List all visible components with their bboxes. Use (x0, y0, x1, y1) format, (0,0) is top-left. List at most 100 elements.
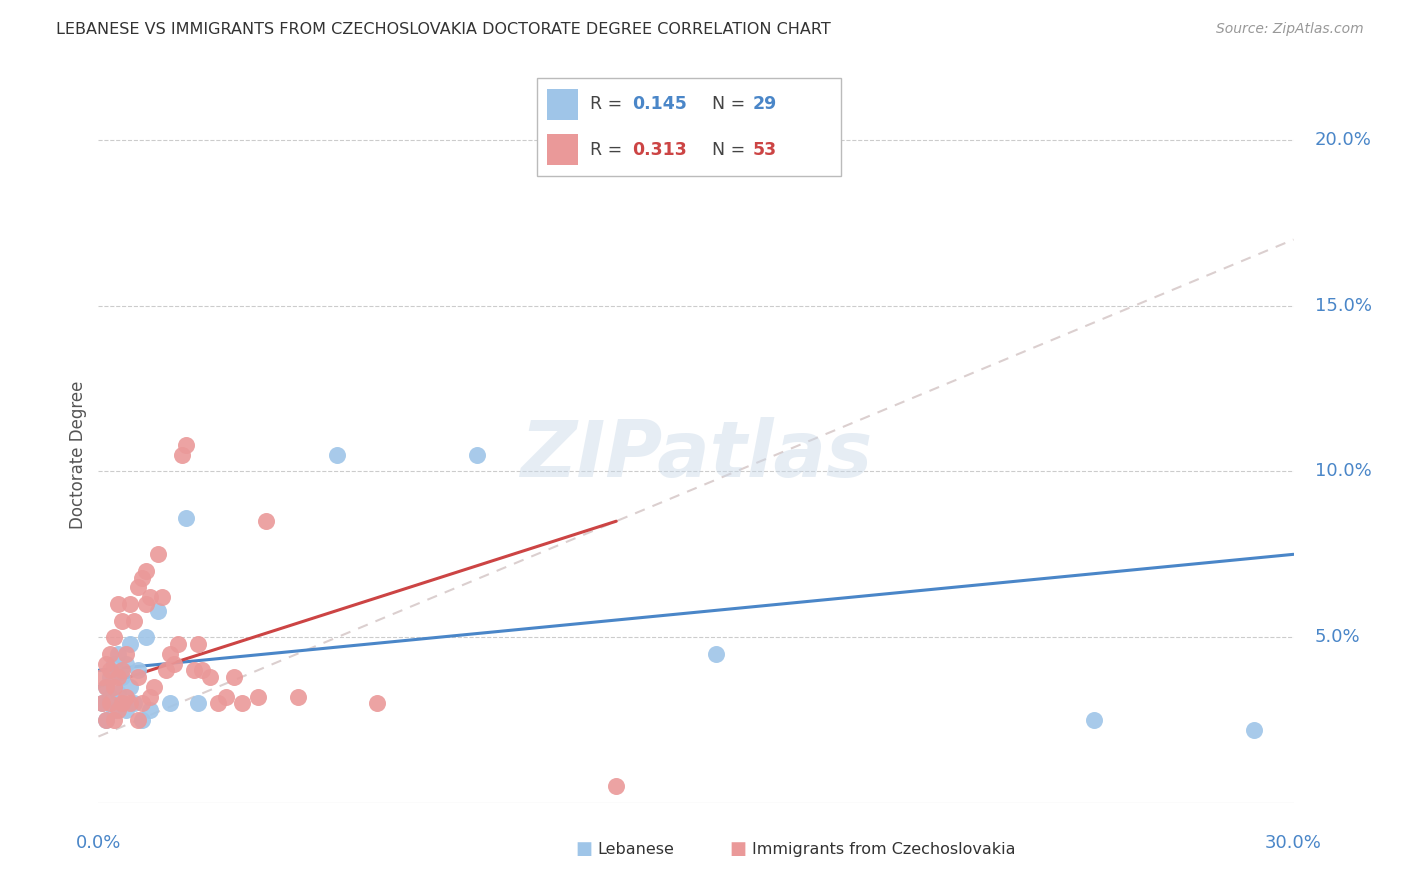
Point (111, 697, 134, 711)
Point (120, 597, 142, 611)
Point (98, 663, 122, 677)
Point (148, 547, 170, 561)
Point (131, 570, 153, 584)
Point (172, 448, 194, 462)
Point (98, 647, 122, 661)
Point (120, 637, 142, 651)
Text: R =: R = (591, 141, 627, 159)
Point (704, 647, 727, 661)
Point (254, 514, 277, 528)
Y-axis label: Doctorate Degree: Doctorate Degree (69, 381, 87, 529)
Point (127, 581, 149, 595)
Point (143, 680, 166, 694)
Point (91, 670, 114, 684)
Point (115, 703, 138, 717)
Point (107, 670, 129, 684)
Point (139, 690, 162, 704)
Text: 30.0%: 30.0% (1265, 834, 1322, 852)
Point (103, 713, 125, 727)
Text: 15.0%: 15.0% (1315, 297, 1372, 315)
Point (174, 438, 197, 452)
Point (231, 697, 253, 711)
Point (135, 564, 157, 578)
Point (246, 690, 269, 704)
Point (98, 690, 122, 704)
Point (131, 713, 153, 727)
Point (174, 511, 197, 525)
Point (107, 597, 129, 611)
Point (198, 670, 221, 684)
Text: 0.0%: 0.0% (76, 834, 121, 852)
Text: LEBANESE VS IMMIGRANTS FROM CZECHOSLOVAKIA DOCTORATE DEGREE CORRELATION CHART: LEBANESE VS IMMIGRANTS FROM CZECHOSLOVAK… (56, 22, 831, 37)
Point (96, 680, 118, 694)
Point (159, 647, 181, 661)
Point (96, 657, 118, 671)
Text: 0.145: 0.145 (631, 95, 686, 113)
Point (159, 697, 181, 711)
Point (215, 690, 238, 704)
Point (115, 657, 138, 671)
Point (111, 670, 134, 684)
Point (1083, 713, 1105, 727)
Text: N =: N = (713, 141, 751, 159)
Point (107, 647, 129, 661)
Text: 20.0%: 20.0% (1315, 131, 1371, 149)
Text: Source: ZipAtlas.com: Source: ZipAtlas.com (1216, 22, 1364, 37)
Point (115, 647, 138, 661)
Point (366, 697, 388, 711)
Point (163, 657, 186, 671)
Point (107, 686, 129, 700)
Point (139, 703, 162, 717)
Bar (547, 135, 578, 165)
Text: 5.0%: 5.0% (1315, 628, 1360, 646)
Text: ZIPatlas: ZIPatlas (520, 417, 872, 493)
Point (103, 703, 125, 717)
Text: 53: 53 (752, 141, 776, 159)
Point (1243, 723, 1265, 737)
Point (96, 713, 118, 727)
Point (103, 680, 125, 694)
Bar (547, 89, 578, 120)
Point (605, 779, 627, 793)
Point (139, 591, 162, 605)
Point (103, 657, 125, 671)
Point (91, 697, 114, 711)
Text: 0.313: 0.313 (631, 141, 686, 159)
Point (111, 614, 134, 628)
Point (187, 637, 209, 651)
Point (222, 670, 245, 684)
Point (150, 591, 173, 605)
Point (124, 697, 146, 711)
Point (127, 670, 149, 684)
Point (111, 663, 134, 677)
Point (183, 663, 205, 677)
Text: R =: R = (591, 95, 627, 113)
Point (98, 670, 122, 684)
FancyBboxPatch shape (537, 78, 841, 177)
Point (115, 690, 138, 704)
Point (465, 448, 488, 462)
Point (96, 713, 118, 727)
Text: 10.0%: 10.0% (1315, 462, 1371, 481)
Point (187, 697, 209, 711)
Point (155, 663, 177, 677)
Text: Immigrants from Czechoslovakia: Immigrants from Czechoslovakia (752, 842, 1015, 856)
Point (135, 630, 157, 644)
Point (107, 703, 129, 717)
Point (287, 690, 309, 704)
Point (103, 630, 125, 644)
Point (326, 448, 349, 462)
Text: ■: ■ (730, 840, 747, 858)
Point (135, 597, 157, 611)
Point (167, 637, 190, 651)
Point (148, 604, 170, 618)
Point (191, 663, 214, 677)
Point (111, 697, 134, 711)
Point (96, 680, 118, 694)
Point (131, 697, 153, 711)
Point (91, 697, 114, 711)
Text: ■: ■ (575, 840, 592, 858)
Point (120, 680, 142, 694)
Text: 29: 29 (752, 95, 776, 113)
Text: N =: N = (713, 95, 751, 113)
